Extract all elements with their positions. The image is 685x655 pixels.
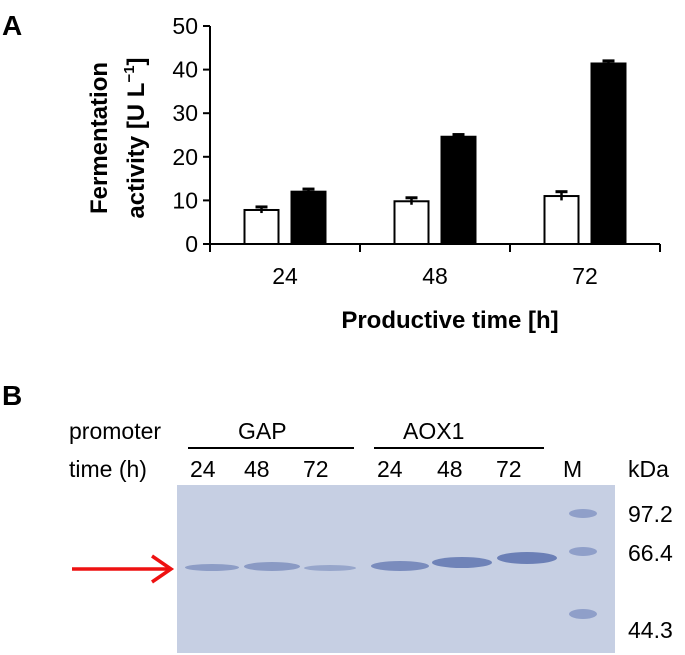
y-tick-label: 30 — [172, 100, 198, 126]
x-tick-label: 24 — [272, 263, 298, 289]
group-label-aox1: AOX1 — [403, 418, 465, 444]
y-axis-label-line2: activity [U L−1] — [121, 57, 150, 218]
y-axis-label-line1: Fermentation — [86, 62, 113, 214]
x-axis-label: Productive time [h] — [341, 307, 558, 334]
bar — [290, 190, 327, 245]
lane-label: 72 — [496, 456, 522, 482]
bar-chart: 0 10 20 30 40 50 24 48 72 Productive time [h] F… — [86, 13, 661, 334]
group-rule-aox1 — [374, 447, 544, 449]
protein-band — [432, 557, 492, 568]
panel-a-label: A — [2, 10, 23, 41]
x-tick-label: 72 — [572, 263, 598, 289]
lane-label: 72 — [303, 456, 329, 482]
y-tick-label: 50 — [172, 13, 198, 39]
sds-page-gel — [177, 485, 615, 653]
lane-label: 48 — [437, 456, 463, 482]
marker-lane-label: M — [563, 456, 583, 482]
bar — [543, 195, 580, 245]
protein-band — [497, 552, 557, 564]
bar — [243, 208, 280, 246]
group-label-gap: GAP — [238, 418, 287, 444]
promoter-label: promoter — [69, 418, 162, 444]
lane-label: 48 — [244, 456, 270, 482]
band-arrow-icon — [72, 554, 175, 584]
panel-b-label: B — [2, 380, 23, 411]
group-rule-gap — [188, 447, 354, 449]
lane-label: 24 — [377, 456, 403, 482]
lane-label: 24 — [190, 456, 216, 482]
protein-band — [304, 565, 356, 571]
y-tick-label: 20 — [172, 144, 198, 170]
bar — [440, 135, 477, 245]
bar — [393, 200, 430, 246]
y-tick-label: 40 — [172, 57, 198, 83]
y-tick-label: 10 — [172, 187, 198, 213]
marker-size-label: 44.3 — [628, 617, 673, 643]
protein-band — [244, 562, 300, 571]
kda-unit-label: kDa — [628, 456, 669, 482]
marker-size-label: 66.4 — [628, 540, 673, 566]
marker-size-label: 97.2 — [628, 501, 673, 527]
protein-band — [185, 564, 239, 571]
bar — [590, 62, 627, 245]
marker-band-66 — [569, 547, 597, 556]
marker-band-44 — [569, 609, 597, 619]
marker-band-97 — [569, 509, 597, 518]
y-tick-label: 0 — [185, 231, 198, 257]
protein-band — [371, 561, 429, 571]
x-tick-label: 48 — [422, 263, 448, 289]
time-label: time (h) — [69, 456, 147, 482]
